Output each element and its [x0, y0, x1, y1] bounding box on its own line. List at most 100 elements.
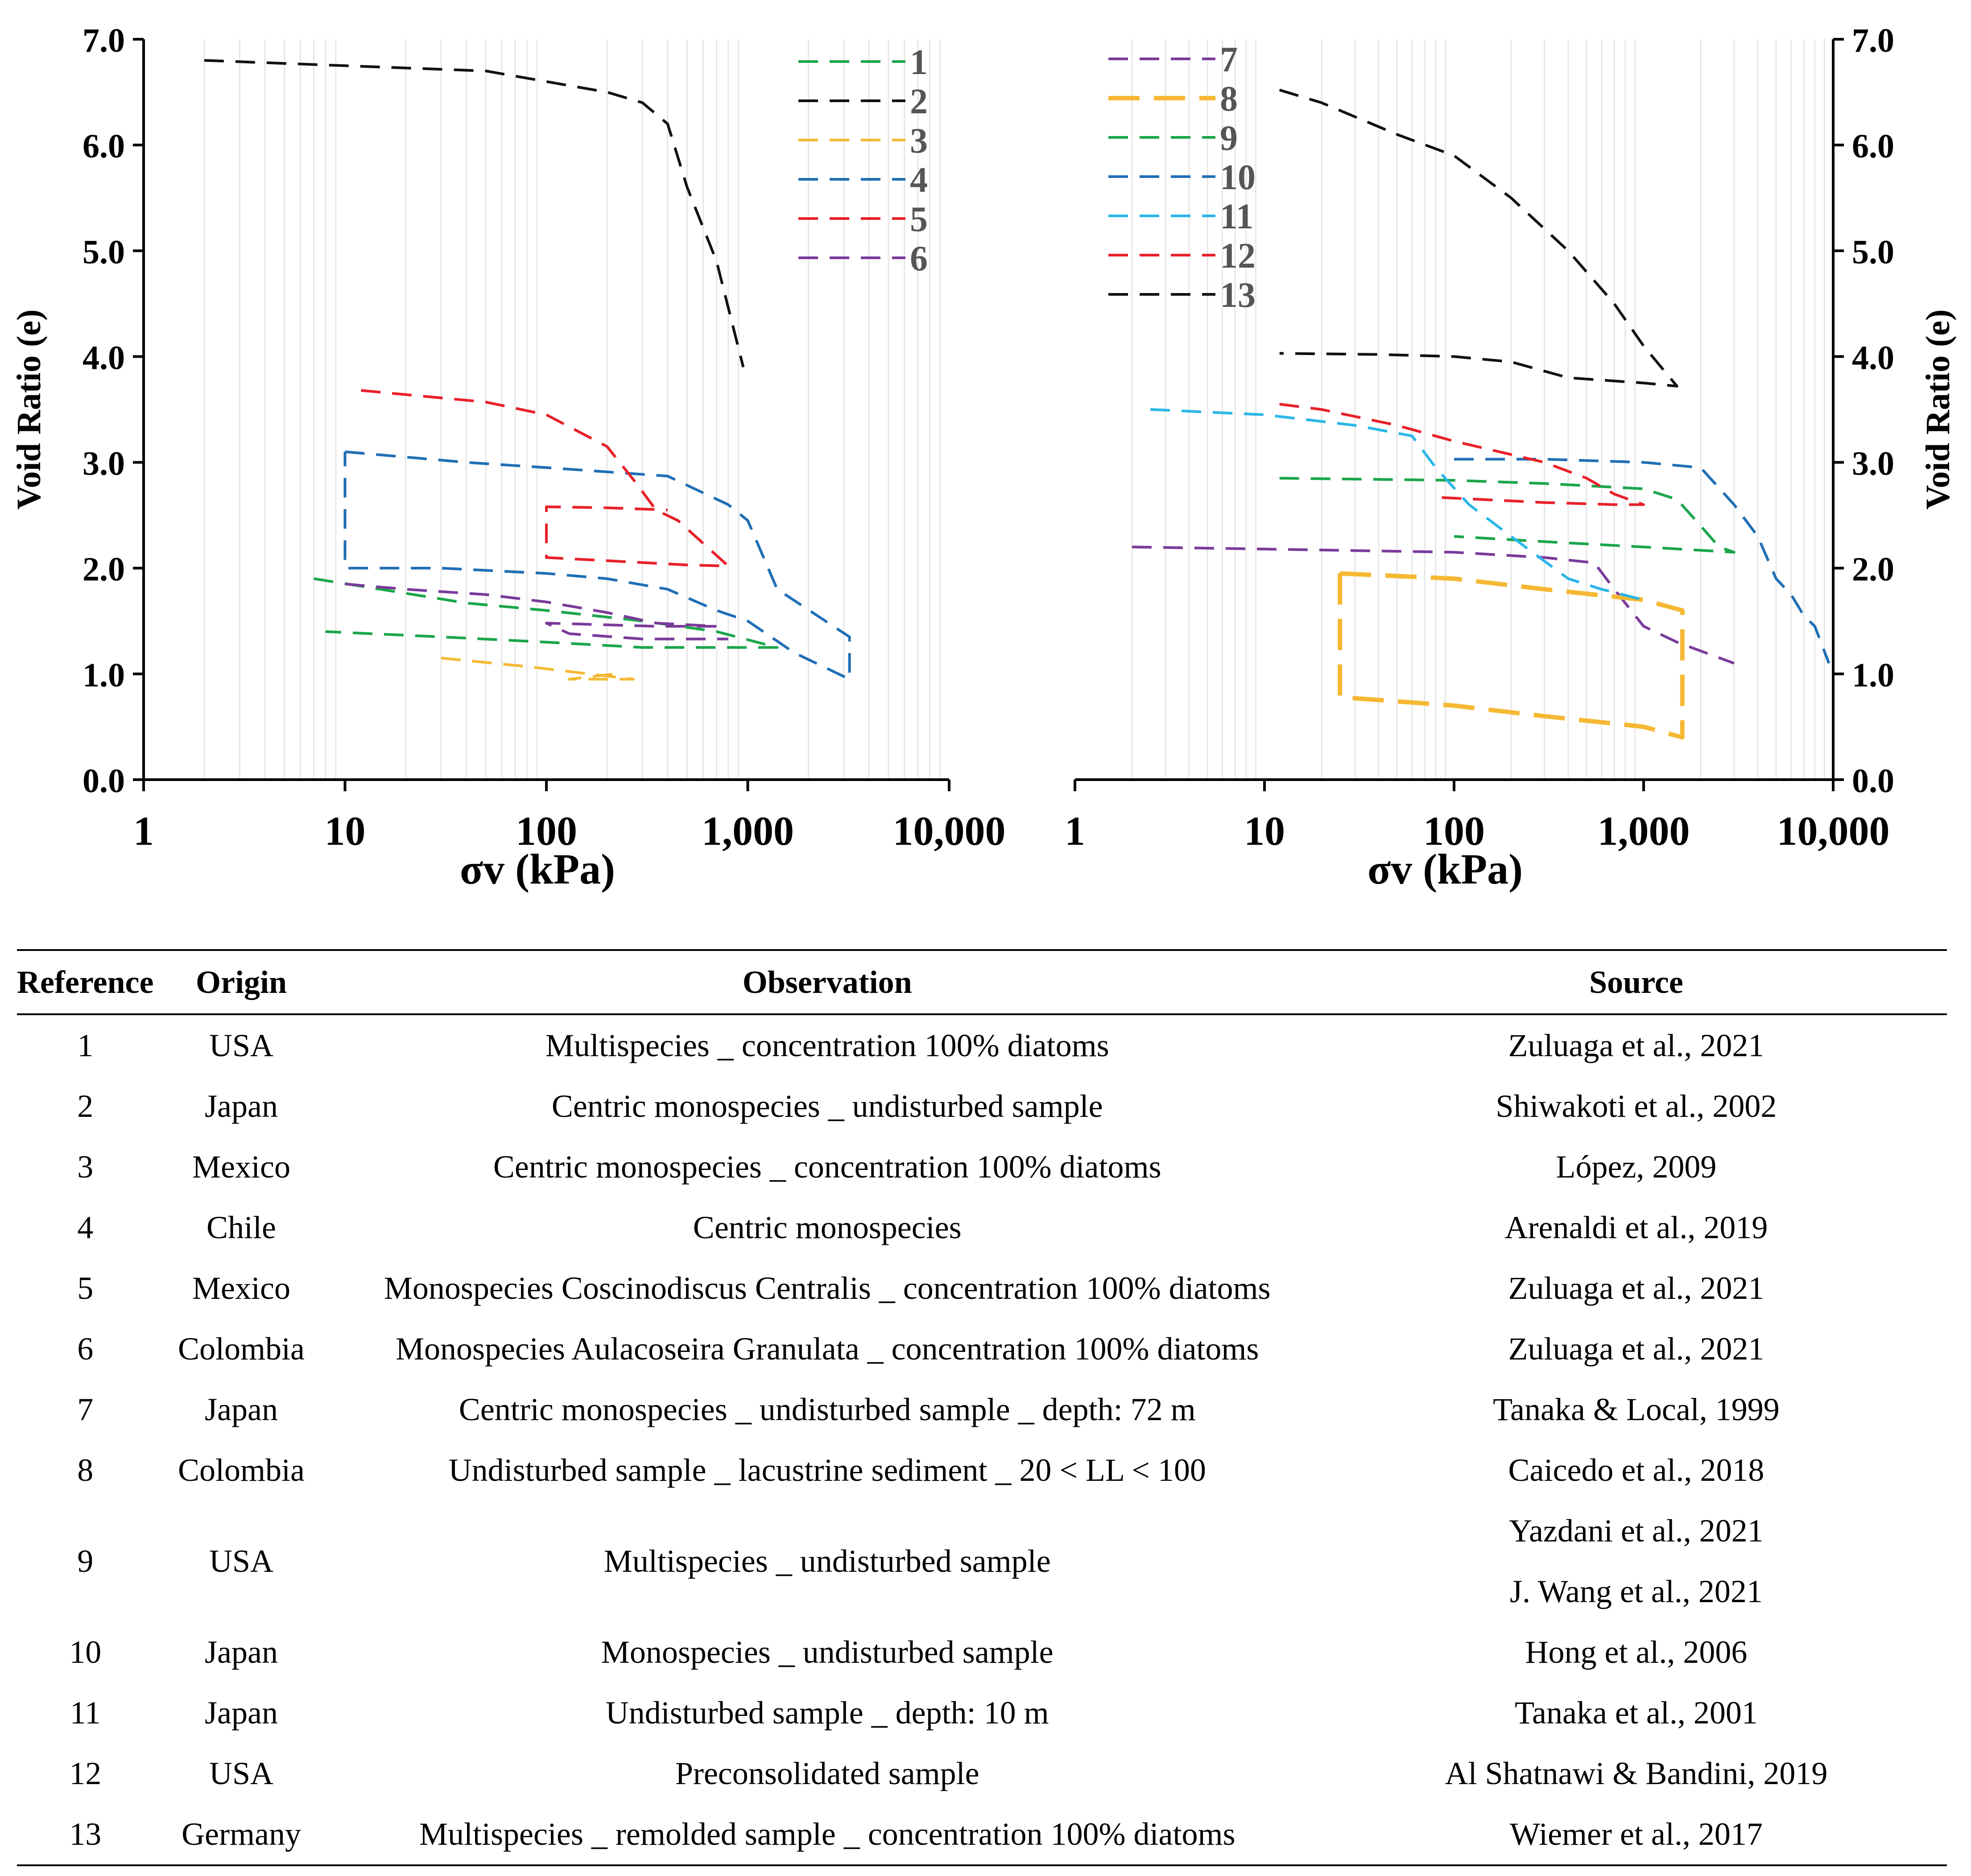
y-tick-label: 6.0 — [83, 128, 125, 165]
cell-reference: 10 — [69, 1634, 102, 1670]
x-axis-title: σv (kPa) — [460, 845, 615, 893]
cell-observation: Centric monospecies _ undisturbed sample — [551, 1088, 1103, 1124]
y-tick-label: 1.0 — [83, 657, 125, 694]
y-axis-title: Void Ratio (e) — [10, 310, 48, 510]
table-row: 8 Colombia Undisturbed sample _ lacustrine… — [17, 1440, 1947, 1500]
legend-label-10: 10 — [1220, 158, 1256, 197]
y-axis-title: Void Ratio (e) — [1919, 310, 1957, 510]
legend-label-1: 1 — [910, 43, 928, 82]
cell-source: Al Shatnawi & Bandini, 2019 — [1445, 1755, 1828, 1791]
cell-reference: 9 — [77, 1543, 94, 1579]
cell-reference: 5 — [77, 1270, 94, 1306]
legend-label-7: 7 — [1220, 40, 1238, 79]
cell-origin: Colombia — [178, 1331, 305, 1367]
header-observation: Observation — [742, 964, 912, 1000]
table-row: 7 Japan Centric monospecies _ undisturbed … — [17, 1379, 1947, 1440]
cell-source: Tanaka & Local, 1999 — [1493, 1391, 1780, 1427]
y-tick-label: 0.0 — [83, 762, 125, 800]
y-tick-label: 5.0 — [1852, 233, 1894, 271]
series-6-line — [345, 583, 728, 640]
y-tick-label: 7.0 — [83, 22, 125, 59]
x-tick-label: 10 — [1244, 808, 1285, 854]
series-5-line — [361, 389, 730, 567]
y-tick-label: 0.0 — [1852, 762, 1894, 800]
cell-reference: 1 — [77, 1027, 94, 1063]
x-tick-label: 10 — [325, 808, 366, 854]
cell-source-line: Yazdani et al., 2021 — [1509, 1513, 1764, 1549]
series-8-line — [1338, 571, 1685, 740]
cell-source: Zuluaga et al., 2021 — [1508, 1270, 1764, 1306]
cell-reference: 4 — [77, 1209, 94, 1245]
table-row: 10 Japan Monospecies _ undisturbed sample H… — [17, 1622, 1947, 1682]
header-source: Source — [1589, 964, 1683, 1000]
cell-observation: Multispecies _ concentration 100% diatom… — [545, 1027, 1109, 1063]
y-tick-label: 2.0 — [1852, 551, 1894, 588]
table-row: 9 USA Multispecies _ undisturbed sample Yaz… — [17, 1500, 1947, 1622]
x-tick-label: 100 — [516, 808, 577, 854]
series-2-line — [204, 59, 745, 368]
cell-observation: Undisturbed sample _ lacustrine sediment… — [448, 1452, 1206, 1488]
series-11-line — [1150, 408, 1644, 601]
y-tick-label: 3.0 — [83, 445, 125, 483]
table-row: 6 Colombia Monospecies Aulacoseira Granula… — [17, 1318, 1947, 1379]
x-tick-label: 1 — [1065, 808, 1085, 854]
cell-reference: 7 — [77, 1391, 94, 1427]
cell-observation: Monospecies Coscinodiscus Centralis _ co… — [384, 1270, 1271, 1306]
table-row: 3 Mexico Centric monospecies _ concentrati… — [17, 1136, 1947, 1197]
cell-observation: Multispecies _ undisturbed sample — [603, 1543, 1051, 1579]
series-12-line — [1279, 403, 1645, 506]
cell-observation: Centric monospecies _ undisturbed sample… — [459, 1391, 1196, 1427]
legend-label-4: 4 — [910, 161, 928, 200]
cell-reference: 6 — [77, 1331, 94, 1367]
y-tick-label: 5.0 — [83, 233, 125, 271]
y-tick-label: 7.0 — [1852, 22, 1894, 59]
series-1-line — [314, 577, 779, 649]
table-row: 2 Japan Centric monospecies _ undisturbed … — [17, 1076, 1947, 1136]
series-4-line — [343, 450, 851, 681]
table-row: 12 USA Preconsolidated sample Al Shatnawi &… — [17, 1743, 1947, 1804]
legend-label-13: 13 — [1220, 276, 1256, 315]
cell-observation: Monospecies Aulacoseira Granulata _ conc… — [396, 1331, 1259, 1367]
series-13-line — [1279, 88, 1678, 388]
y-tick-label: 3.0 — [1852, 445, 1894, 483]
cell-origin: Japan — [205, 1088, 278, 1124]
cell-reference: 12 — [69, 1755, 102, 1791]
header-reference: Reference — [17, 964, 154, 1000]
cell-origin: Japan — [205, 1694, 278, 1731]
legend-label-5: 5 — [910, 200, 928, 239]
legend-label-2: 2 — [910, 82, 928, 121]
cell-observation: Centric monospecies _ concentration 100%… — [493, 1149, 1161, 1185]
reference-table: Reference Origin Observation Source 1 USA… — [17, 949, 1947, 1866]
series-10-line — [1454, 458, 1831, 664]
legend-label-8: 8 — [1220, 79, 1238, 119]
cell-origin: Chile — [207, 1209, 276, 1245]
x-tick-label: 10,000 — [893, 808, 1006, 854]
x-axis-title: σv (kPa) — [1368, 845, 1523, 893]
cell-source: Caicedo et al., 2018 — [1508, 1452, 1764, 1488]
cell-observation: Monospecies _ undisturbed sample — [601, 1634, 1054, 1670]
table-row: 13 Germany Multispecies _ remolded sample … — [17, 1804, 1947, 1865]
cell-reference: 11 — [70, 1694, 101, 1731]
cell-reference: 13 — [69, 1816, 102, 1852]
cell-source: Tanaka et al., 2001 — [1515, 1694, 1758, 1731]
y-tick-label: 4.0 — [1852, 339, 1894, 376]
table-header-row: Reference Origin Observation Source — [17, 950, 1947, 1014]
x-tick-label: 1,000 — [702, 808, 794, 854]
cell-origin: Japan — [205, 1391, 278, 1427]
cell-origin: Mexico — [192, 1270, 290, 1306]
series-7-line — [1132, 545, 1735, 665]
cell-observation: Preconsolidated sample — [675, 1755, 979, 1791]
cell-source: Wiemer et al., 2017 — [1510, 1816, 1763, 1852]
x-tick-label: 100 — [1423, 808, 1485, 854]
table-row: 11 Japan Undisturbed sample _ depth: 10 m T… — [17, 1682, 1947, 1743]
legend-label-9: 9 — [1220, 119, 1238, 158]
legend-label-12: 12 — [1220, 236, 1256, 276]
x-tick-label: 1,000 — [1598, 808, 1690, 854]
x-tick-label: 10,000 — [1777, 808, 1890, 854]
table-row: 5 Mexico Monospecies Coscinodiscus Central… — [17, 1258, 1947, 1318]
cell-origin: USA — [209, 1543, 274, 1579]
charts-figure: 1 10 100 1,000 10,000 0.0 1.0 2.0 3.0 4.0 5.0 6.0 7.… — [10, 22, 1957, 893]
cell-source: Zuluaga et al., 2021 — [1508, 1027, 1764, 1063]
cell-observation: Multispecies _ remolded sample _ concent… — [419, 1816, 1235, 1852]
table-row: 4 Chile Centric monospecies Arenaldi et al.… — [17, 1197, 1947, 1258]
